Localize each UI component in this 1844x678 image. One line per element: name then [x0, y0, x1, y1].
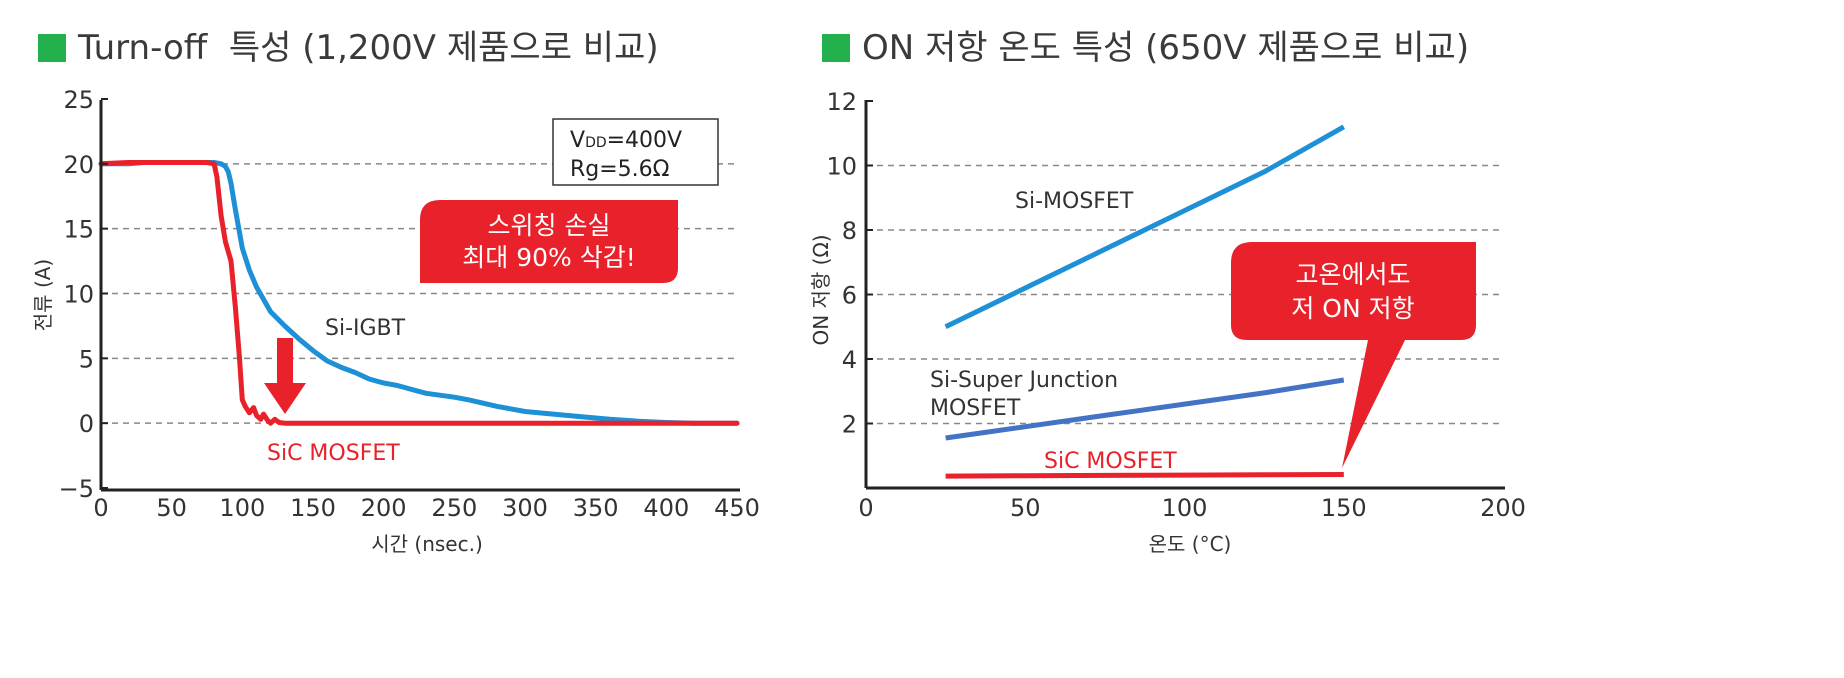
- left-x-tick-label: 400: [643, 494, 689, 522]
- right-y-tick-label: 4: [842, 346, 857, 374]
- left-callout-line2: 최대 90% 삭감!: [462, 243, 635, 272]
- label-sic-mosfet-right: SiC MOSFET: [1044, 449, 1177, 474]
- left-x-tick-label: 0: [93, 494, 108, 522]
- down-arrow-icon: [264, 338, 306, 414]
- left-callout: 스위칭 손실 최대 90% 삭감!: [420, 200, 678, 283]
- conditions-rest: =400V: [607, 128, 682, 153]
- left-series-line-si-igbt: [98, 160, 740, 426]
- left-axes: [99, 100, 740, 492]
- left-y-tick-label: 10: [63, 281, 94, 309]
- right-ticks: 2 4 6 8 10 12 0 50 100 150 200: [826, 88, 1525, 522]
- svg-text:VDD=400V: VDD=400V: [570, 128, 682, 153]
- left-y-tick-label: −5: [59, 475, 94, 503]
- left-series: [98, 160, 740, 426]
- label-si-igbt: Si-IGBT: [325, 316, 406, 341]
- left-x-tick-label: 300: [502, 494, 548, 522]
- left-x-tick-label: 350: [573, 494, 619, 522]
- conditions-box: VDD=400V Rg=5.6Ω: [552, 118, 719, 186]
- left-x-tick-label: 150: [290, 494, 336, 522]
- left-title-text: Turn-off 특성 (1,200V 제품으로 비교): [78, 28, 659, 68]
- right-callout: 고온에서도 저 ON 저항: [1231, 242, 1476, 468]
- right-callout-bubble: [1231, 242, 1476, 468]
- right-y-tick-label: 12: [826, 88, 857, 116]
- right-y-tick-label: 8: [842, 217, 857, 245]
- right-y-tick-label: 10: [826, 153, 857, 181]
- left-x-label: 시간 (nsec.): [371, 532, 483, 556]
- right-x-tick-label: 150: [1321, 494, 1367, 522]
- right-series-line-si-super-junction-mosfet: [945, 377, 1345, 441]
- right-x-tick-label: 100: [1162, 494, 1208, 522]
- right-y-tick-label: 6: [842, 282, 857, 310]
- conditions-rg: Rg=5.6Ω: [570, 157, 669, 182]
- right-x-tick-label: 0: [858, 494, 873, 522]
- right-x-tick-label: 50: [1010, 494, 1041, 522]
- label-sic-mosfet-left: SiC MOSFET: [267, 441, 400, 466]
- right-x-label: 온도 (°C): [1149, 532, 1232, 556]
- left-y-tick-label: 25: [63, 86, 94, 114]
- conditions-v: V: [570, 128, 585, 153]
- left-chart-title: Turn-off 특성 (1,200V 제품으로 비교): [38, 20, 659, 69]
- label-si-sj-line1: Si-Super Junction: [930, 368, 1118, 393]
- right-title-text: ON 저항 온도 특성 (650V 제품으로 비교): [862, 28, 1470, 68]
- left-x-tick-label: 250: [431, 494, 477, 522]
- left-y-tick-label: 15: [63, 216, 94, 244]
- right-y-tick-label: 2: [842, 411, 857, 439]
- label-si-mosfet: Si-MOSFET: [1015, 189, 1134, 214]
- right-series: [944, 124, 1346, 479]
- label-si-sj-line2: MOSFET: [930, 396, 1021, 421]
- left-x-tick-label: 200: [361, 494, 407, 522]
- left-x-tick-label: 50: [156, 494, 187, 522]
- right-series-line-sic-mosfet: [945, 472, 1344, 479]
- left-y-tick-label: 20: [63, 151, 94, 179]
- green-square-icon: [38, 34, 66, 62]
- left-callout-bubble: [420, 200, 678, 283]
- left-y-label: 전류 (A): [31, 259, 55, 331]
- left-y-tick-label: 5: [79, 345, 94, 373]
- left-callout-line1: 스위칭 손실: [488, 211, 611, 240]
- conditions-sub: DD: [585, 135, 607, 151]
- right-callout-line1: 고온에서도: [1295, 260, 1410, 289]
- left-series-line-sic-mosfet: [98, 160, 740, 426]
- right-series-line-si-mosfet: [944, 124, 1346, 330]
- green-square-icon: [822, 34, 850, 62]
- left-x-tick-label: 100: [219, 494, 265, 522]
- right-y-label: ON 저항 (Ω): [809, 234, 833, 345]
- right-chart-title: ON 저항 온도 특성 (650V 제품으로 비교): [822, 20, 1469, 69]
- left-x-tick-label: 450: [714, 494, 760, 522]
- left-y-tick-label: 0: [79, 410, 94, 438]
- right-callout-line2: 저 ON 저항: [1291, 294, 1414, 323]
- right-x-tick-label: 200: [1480, 494, 1526, 522]
